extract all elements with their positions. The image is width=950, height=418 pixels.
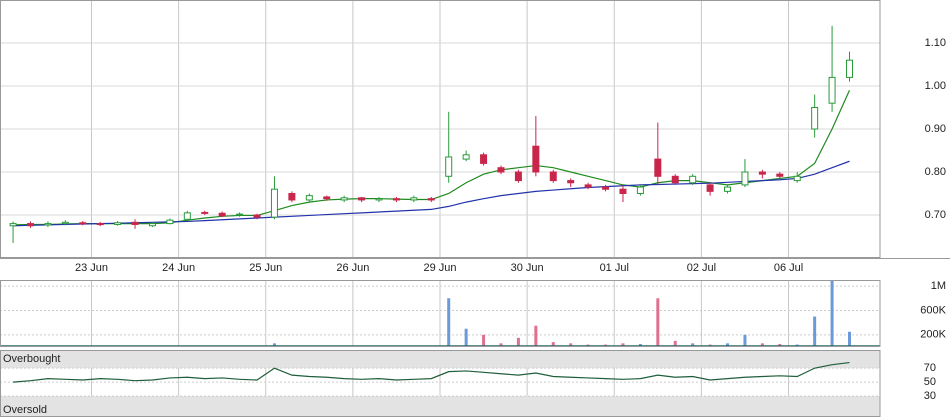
x-tick-label: 26 Jun [336,262,369,274]
y-tick-label: 0.70 [925,209,946,221]
candle-body [427,198,435,201]
y-tick-label: 0.90 [925,123,946,135]
volume-bar [482,334,486,347]
x-tick-label: 02 Jul [687,262,716,274]
x-tick-label: 30 Jun [511,262,544,274]
candle-body [340,197,348,201]
candle-body [793,175,801,182]
candle-body [619,188,627,194]
volume-bar [743,334,747,347]
volume-bar [569,343,573,347]
volume-bar [691,343,695,347]
candle-body [375,198,383,201]
candle-body [758,171,766,175]
candle-body [26,223,34,227]
panel-frame [0,350,881,417]
candle-body [636,186,644,195]
candle-body [532,145,540,173]
candle-body [741,171,749,186]
x-tick-label: 23 Jun [75,262,108,274]
candle-body [480,154,488,164]
candle-body [288,193,296,201]
y-tick-label: 50 [924,376,936,388]
x-tick-label: 29 Jun [423,262,456,274]
volume-bar [830,280,834,347]
volume-bar [848,331,852,347]
volume-bar [516,337,520,347]
candle-body [602,186,610,190]
y-tick-label: 600K [920,304,946,316]
y-tick-label: 200K [920,329,946,341]
oversold-band [0,396,880,417]
volume-bar [464,328,468,347]
candle-body [114,222,122,225]
volume-bar [551,342,555,347]
y-tick-label: 70 [924,362,936,374]
candle-body [689,175,697,184]
candle-body [671,175,679,184]
x-tick-label: 01 Jul [600,262,629,274]
overbought-band [0,350,880,369]
candle-body [358,197,366,201]
volume-bar [447,298,451,347]
candle-body [392,198,400,201]
y-tick-label: 1M [931,280,946,292]
x-tick-label: 25 Jun [249,262,282,274]
volume-bar [760,343,764,347]
y-tick-label: 1.10 [925,37,946,49]
x-tick-label: 24 Jun [162,262,195,274]
candle-body [724,186,732,192]
candle-body [44,223,52,226]
candle-body [706,184,714,192]
candle-body [828,76,836,104]
candle-body [776,173,784,177]
panel-frame [0,280,881,347]
candle-body [148,223,156,227]
candle-body [462,154,470,160]
candle-body [811,107,819,130]
candle-body [79,222,87,225]
candle-body [9,223,17,227]
indicator-line [13,361,850,383]
band-label: Oversold [3,404,47,416]
candle-body [846,59,854,78]
volume-bar [673,340,677,347]
y-tick-label: 1.00 [925,80,946,92]
candle-body [96,223,104,226]
candle-body [445,156,453,177]
candle-body [305,195,313,201]
candle-body [236,213,244,216]
candle-body [497,167,505,173]
y-tick-label: 30 [924,390,936,402]
panel-frame [0,0,881,258]
candle-body [549,171,557,182]
candle-body [253,214,261,218]
candle-body [567,180,575,184]
candle-body [61,221,69,225]
candle-body [131,221,139,225]
volume-bar [272,343,276,347]
y-tick-label: 0.80 [925,166,946,178]
band-label: Overbought [3,353,60,365]
volume-bar [621,343,625,347]
candle-body [584,184,592,188]
candle-body [654,158,662,177]
candle-body [218,212,226,217]
candle-body [514,171,522,182]
candle-body [166,219,174,225]
candle-body [201,211,209,214]
candle-body [323,196,331,200]
candle-body [270,188,278,218]
volume-bar [499,343,503,347]
volume-bar [656,298,660,347]
volume-bar [534,325,538,347]
x-tick-label: 06 Jul [774,262,803,274]
candle-body [183,212,191,220]
volume-bar [813,316,817,347]
volume-bar [726,343,730,347]
candle-body [410,197,418,201]
